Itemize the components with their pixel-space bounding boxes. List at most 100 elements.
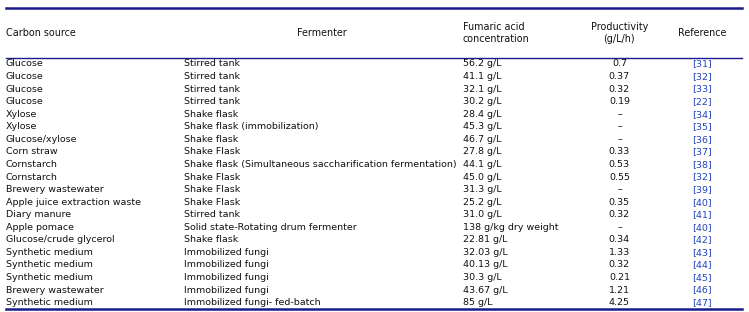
Text: 30.3 g/L: 30.3 g/L (463, 273, 502, 282)
Text: Glucose/xylose: Glucose/xylose (6, 135, 77, 144)
Text: [43]: [43] (692, 248, 712, 257)
Text: Shake Flask: Shake Flask (184, 197, 240, 207)
Text: –: – (617, 110, 622, 119)
Text: [37]: [37] (692, 147, 712, 156)
Text: Fumaric acid
concentration: Fumaric acid concentration (463, 22, 530, 44)
Text: Corn straw: Corn straw (6, 147, 58, 156)
Text: 41.1 g/L: 41.1 g/L (463, 72, 501, 81)
Text: 30.2 g/L: 30.2 g/L (463, 97, 502, 106)
Text: 0.35: 0.35 (609, 197, 630, 207)
Text: Apple juice extraction waste: Apple juice extraction waste (6, 197, 141, 207)
Text: Productivity
(g/L/h): Productivity (g/L/h) (591, 22, 648, 44)
Text: [44]: [44] (692, 261, 712, 270)
Text: Stirred tank: Stirred tank (184, 72, 240, 81)
Text: Shake flask: Shake flask (184, 110, 237, 119)
Text: Shake flask: Shake flask (184, 235, 237, 244)
Text: [46]: [46] (692, 285, 712, 295)
Text: 4.25: 4.25 (609, 298, 630, 307)
Text: Carbon source: Carbon source (6, 28, 76, 38)
Text: 40.13 g/L: 40.13 g/L (463, 261, 508, 270)
Text: Stirred tank: Stirred tank (184, 210, 240, 219)
Text: 85 g/L: 85 g/L (463, 298, 492, 307)
Text: 25.2 g/L: 25.2 g/L (463, 197, 501, 207)
Text: Brewery wastewater: Brewery wastewater (6, 285, 104, 295)
Text: [39]: [39] (692, 185, 712, 194)
Text: 1.33: 1.33 (609, 248, 630, 257)
Text: 31.0 g/L: 31.0 g/L (463, 210, 502, 219)
Text: [47]: [47] (692, 298, 712, 307)
Text: Glucose: Glucose (6, 60, 43, 69)
Text: Xylose: Xylose (6, 110, 37, 119)
Text: Shake flask: Shake flask (184, 135, 237, 144)
Text: 0.19: 0.19 (609, 97, 630, 106)
Text: Cornstarch: Cornstarch (6, 173, 58, 182)
Text: Immobilized fungi: Immobilized fungi (184, 273, 268, 282)
Text: 31.3 g/L: 31.3 g/L (463, 185, 502, 194)
Text: 32.03 g/L: 32.03 g/L (463, 248, 508, 257)
Text: 0.32: 0.32 (609, 261, 630, 270)
Text: 28.4 g/L: 28.4 g/L (463, 110, 501, 119)
Text: 0.32: 0.32 (609, 85, 630, 94)
Text: Brewery wastewater: Brewery wastewater (6, 185, 104, 194)
Text: [32]: [32] (692, 173, 712, 182)
Text: Solid state-Rotating drum fermenter: Solid state-Rotating drum fermenter (184, 223, 357, 232)
Text: Shake Flask: Shake Flask (184, 147, 240, 156)
Text: [33]: [33] (692, 85, 712, 94)
Text: 46.7 g/L: 46.7 g/L (463, 135, 501, 144)
Text: 0.33: 0.33 (609, 147, 630, 156)
Text: Stirred tank: Stirred tank (184, 97, 240, 106)
Text: 56.2 g/L: 56.2 g/L (463, 60, 501, 69)
Text: [22]: [22] (692, 97, 712, 106)
Text: –: – (617, 185, 622, 194)
Text: 0.7: 0.7 (612, 60, 627, 69)
Text: –: – (617, 135, 622, 144)
Text: –: – (617, 223, 622, 232)
Text: 138 g/kg dry weight: 138 g/kg dry weight (463, 223, 559, 232)
Text: Diary manure: Diary manure (6, 210, 71, 219)
Text: Synthetic medium: Synthetic medium (6, 261, 93, 270)
Text: Reference: Reference (678, 28, 726, 38)
Text: Cornstarch: Cornstarch (6, 160, 58, 169)
Text: Apple pomace: Apple pomace (6, 223, 74, 232)
Text: Glucose/crude glycerol: Glucose/crude glycerol (6, 235, 115, 244)
Text: Synthetic medium: Synthetic medium (6, 298, 93, 307)
Text: 0.21: 0.21 (609, 273, 630, 282)
Text: [40]: [40] (692, 197, 712, 207)
Text: 0.34: 0.34 (609, 235, 630, 244)
Text: Stirred tank: Stirred tank (184, 85, 240, 94)
Text: [40]: [40] (692, 223, 712, 232)
Text: Immobilized fungi: Immobilized fungi (184, 285, 268, 295)
Text: Glucose: Glucose (6, 85, 43, 94)
Text: [45]: [45] (692, 273, 712, 282)
Text: 27.8 g/L: 27.8 g/L (463, 147, 501, 156)
Text: –: – (617, 122, 622, 131)
Text: Glucose: Glucose (6, 72, 43, 81)
Text: Immobilized fungi- fed-batch: Immobilized fungi- fed-batch (184, 298, 320, 307)
Text: 1.21: 1.21 (609, 285, 630, 295)
Text: Shake Flask: Shake Flask (184, 173, 240, 182)
Text: [41]: [41] (692, 210, 712, 219)
Text: 0.55: 0.55 (609, 173, 630, 182)
Text: [42]: [42] (692, 235, 712, 244)
Text: Shake flask (immobilization): Shake flask (immobilization) (184, 122, 318, 131)
Text: 0.53: 0.53 (609, 160, 630, 169)
Text: 44.1 g/L: 44.1 g/L (463, 160, 501, 169)
Text: Immobilized fungi: Immobilized fungi (184, 261, 268, 270)
Text: Glucose: Glucose (6, 97, 43, 106)
Text: Shake flask (Simultaneous saccharification fermentation): Shake flask (Simultaneous saccharificati… (184, 160, 456, 169)
Text: 0.32: 0.32 (609, 210, 630, 219)
Text: Xylose: Xylose (6, 122, 37, 131)
Text: Stirred tank: Stirred tank (184, 60, 240, 69)
Text: 45.0 g/L: 45.0 g/L (463, 173, 501, 182)
Text: [35]: [35] (692, 122, 712, 131)
Text: 0.37: 0.37 (609, 72, 630, 81)
Text: 22.81 g/L: 22.81 g/L (463, 235, 507, 244)
Text: Synthetic medium: Synthetic medium (6, 273, 93, 282)
Text: [32]: [32] (692, 72, 712, 81)
Text: 45.3 g/L: 45.3 g/L (463, 122, 502, 131)
Text: Synthetic medium: Synthetic medium (6, 248, 93, 257)
Text: [31]: [31] (692, 60, 712, 69)
Text: [36]: [36] (692, 135, 712, 144)
Text: Shake Flask: Shake Flask (184, 185, 240, 194)
Text: Fermenter: Fermenter (297, 28, 347, 38)
